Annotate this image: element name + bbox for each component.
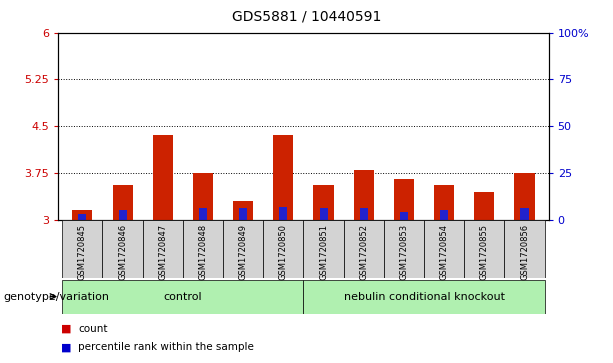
Bar	[354, 170, 374, 220]
Bar	[193, 173, 213, 220]
Bar	[72, 210, 93, 220]
Bar	[303, 220, 344, 278]
Text: GSM1720847: GSM1720847	[158, 224, 167, 280]
Bar	[78, 214, 86, 220]
Bar	[344, 220, 384, 278]
Bar	[199, 208, 207, 220]
Text: GSM1720856: GSM1720856	[520, 224, 529, 280]
Text: percentile rank within the sample: percentile rank within the sample	[78, 342, 254, 352]
Text: GDS5881 / 10440591: GDS5881 / 10440591	[232, 9, 381, 23]
Text: GSM1720855: GSM1720855	[480, 224, 489, 280]
Bar	[118, 210, 126, 220]
Text: GSM1720845: GSM1720845	[78, 224, 87, 280]
Bar	[153, 135, 173, 220]
Bar	[63, 220, 102, 278]
Bar	[239, 208, 247, 220]
Text: GSM1720853: GSM1720853	[400, 224, 408, 280]
Bar	[464, 220, 504, 278]
Text: ■: ■	[61, 342, 72, 352]
Bar	[223, 220, 263, 278]
Bar	[102, 220, 143, 278]
Text: genotype/variation: genotype/variation	[3, 291, 109, 302]
Text: GSM1720854: GSM1720854	[440, 224, 449, 280]
Bar	[319, 208, 327, 220]
Bar	[424, 220, 464, 278]
Text: GSM1720846: GSM1720846	[118, 224, 127, 280]
Text: GSM1720852: GSM1720852	[359, 224, 368, 280]
Text: nebulin conditional knockout: nebulin conditional knockout	[343, 292, 504, 302]
Bar	[113, 185, 132, 220]
Bar	[394, 179, 414, 220]
Text: ■: ■	[61, 323, 72, 334]
Text: GSM1720848: GSM1720848	[199, 224, 207, 280]
Text: count: count	[78, 323, 108, 334]
Bar	[514, 173, 535, 220]
Bar	[273, 135, 294, 220]
Bar	[143, 220, 183, 278]
Bar	[303, 280, 544, 314]
Bar	[520, 208, 528, 220]
Text: GSM1720849: GSM1720849	[238, 224, 248, 280]
Bar	[504, 220, 544, 278]
Bar	[263, 220, 303, 278]
Bar	[400, 212, 408, 220]
Bar	[313, 185, 333, 220]
Bar	[440, 210, 448, 220]
Bar	[474, 192, 494, 220]
Text: GSM1720850: GSM1720850	[279, 224, 288, 280]
Text: GSM1720851: GSM1720851	[319, 224, 328, 280]
Text: control: control	[164, 292, 202, 302]
Bar	[233, 201, 253, 220]
Bar	[384, 220, 424, 278]
Bar	[63, 280, 303, 314]
Bar	[280, 207, 287, 220]
Bar	[360, 208, 368, 220]
Bar	[183, 220, 223, 278]
Bar	[434, 185, 454, 220]
